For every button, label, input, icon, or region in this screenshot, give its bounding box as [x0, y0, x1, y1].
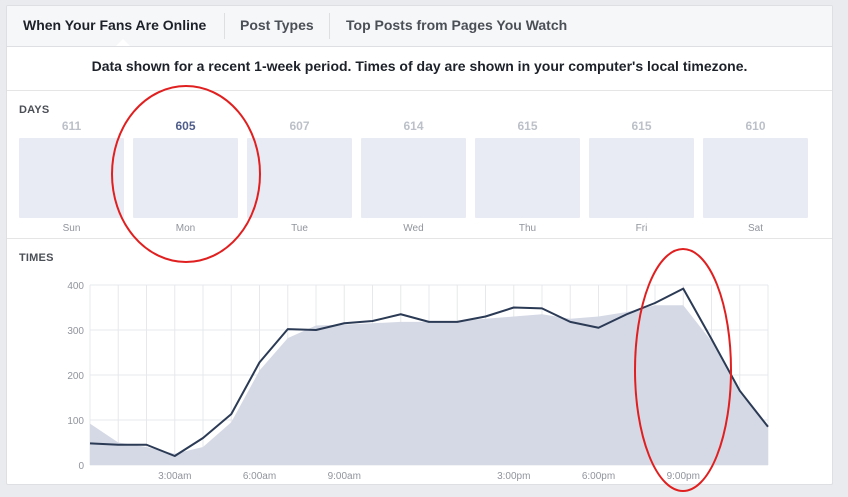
day-count: 615	[631, 119, 652, 133]
day-label: Wed	[403, 223, 424, 234]
days-heading: DAYS	[19, 104, 50, 116]
day-label: Fri	[635, 223, 648, 234]
day-count: 614	[403, 119, 424, 133]
x-tick-label: 3:00pm	[497, 471, 530, 482]
day-count: 611	[61, 119, 82, 133]
divider	[7, 238, 832, 239]
day-fri[interactable]: 615 Fri	[589, 116, 694, 236]
x-tick-label: 9:00am	[328, 471, 361, 482]
day-count: 615	[517, 119, 538, 133]
x-tick-label: 6:00pm	[582, 471, 615, 482]
y-tick-label: 400	[67, 281, 84, 292]
day-tue[interactable]: 607 Tue	[247, 116, 352, 236]
day-bar	[247, 138, 352, 218]
day-bar	[361, 138, 466, 218]
day-bar	[19, 138, 124, 218]
day-label: Thu	[518, 223, 537, 234]
day-bar	[703, 138, 808, 218]
tab-when-fans-online[interactable]: When Your Fans Are Online	[23, 17, 207, 33]
day-sat[interactable]: 610 Sat	[703, 116, 808, 236]
day-count: 610	[745, 119, 766, 133]
day-bar	[589, 138, 694, 218]
times-chart[interactable]: 0 100 200 300 400 3:00am 6:00am 9:00am 3:00pm 6:0…	[7, 6, 833, 485]
tab-divider	[329, 13, 330, 39]
tab-top-posts[interactable]: Top Posts from Pages You Watch	[346, 17, 568, 33]
tab-bar: When Your Fans Are Online Post Types Top…	[7, 6, 832, 47]
day-label: Sat	[747, 223, 763, 234]
y-tick-label: 0	[78, 461, 84, 472]
day-bar	[475, 138, 580, 218]
day-label: Tue	[291, 223, 308, 234]
divider	[7, 90, 832, 91]
insights-card: When Your Fans Are Online Post Types Top…	[6, 5, 833, 485]
area-series	[90, 305, 768, 465]
y-tick-label: 100	[67, 416, 84, 427]
y-tick-label: 300	[67, 326, 84, 337]
active-tab-pointer	[116, 39, 130, 46]
times-heading: TIMES	[19, 252, 54, 264]
x-tick-label: 3:00am	[158, 471, 191, 482]
tab-divider	[224, 13, 225, 39]
day-count: 607	[289, 119, 310, 133]
x-tick-label: 9:00pm	[667, 471, 700, 482]
day-sun[interactable]: 611 Sun	[19, 116, 124, 236]
y-tick-label: 200	[67, 371, 84, 382]
tab-post-types[interactable]: Post Types	[240, 17, 314, 33]
period-description: Data shown for a recent 1-week period. T…	[91, 58, 748, 74]
day-label: Sun	[62, 223, 81, 234]
day-wed[interactable]: 614 Wed	[361, 116, 466, 236]
day-thu[interactable]: 615 Thu	[475, 116, 580, 236]
x-tick-label: 6:00am	[243, 471, 276, 482]
